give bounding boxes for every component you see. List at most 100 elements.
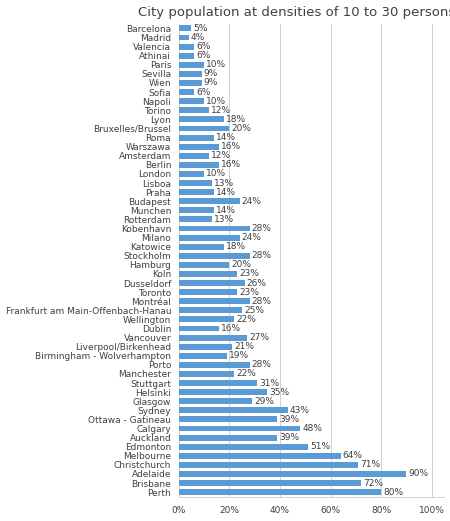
Bar — [179, 180, 212, 186]
Text: 64%: 64% — [343, 451, 363, 461]
Bar — [179, 216, 212, 222]
Bar — [179, 162, 219, 168]
Text: 22%: 22% — [237, 369, 256, 378]
Bar — [179, 298, 250, 304]
Bar — [179, 262, 230, 268]
Text: 43%: 43% — [290, 406, 310, 415]
Bar — [179, 280, 245, 286]
Text: 29%: 29% — [254, 397, 274, 406]
Text: 24%: 24% — [242, 197, 261, 206]
Bar — [179, 226, 250, 231]
Text: 21%: 21% — [234, 342, 254, 351]
Text: 71%: 71% — [360, 461, 381, 469]
Bar — [179, 362, 250, 368]
Text: 12%: 12% — [211, 151, 231, 160]
Text: 14%: 14% — [216, 206, 236, 215]
Bar — [179, 416, 278, 423]
Text: 28%: 28% — [252, 251, 272, 260]
Text: 4%: 4% — [191, 33, 205, 42]
Bar — [179, 189, 214, 195]
Bar — [179, 398, 252, 404]
Text: 20%: 20% — [231, 260, 252, 269]
Text: 16%: 16% — [221, 324, 242, 333]
Bar — [179, 389, 267, 395]
Text: 51%: 51% — [310, 442, 330, 451]
Bar — [179, 44, 194, 49]
Text: 16%: 16% — [221, 160, 242, 169]
Text: 80%: 80% — [383, 488, 403, 497]
Bar — [179, 244, 225, 250]
Text: 22%: 22% — [237, 315, 256, 324]
Bar — [179, 34, 189, 41]
Bar — [179, 126, 230, 131]
Text: 5%: 5% — [194, 24, 208, 33]
Bar — [179, 480, 361, 486]
Bar — [179, 344, 232, 350]
Text: 10%: 10% — [206, 60, 226, 69]
Bar — [179, 453, 341, 459]
Text: 72%: 72% — [363, 479, 383, 488]
Bar — [179, 144, 219, 150]
Bar — [179, 316, 234, 322]
Text: 6%: 6% — [196, 88, 211, 96]
Title: City population at densities of 10 to 30 persons / ha: City population at densities of 10 to 30… — [138, 6, 450, 19]
Text: 23%: 23% — [239, 288, 259, 296]
Bar — [179, 199, 239, 204]
Bar — [179, 89, 194, 95]
Text: 18%: 18% — [226, 115, 247, 124]
Bar — [179, 53, 194, 59]
Bar — [179, 380, 257, 386]
Bar — [179, 116, 225, 122]
Bar — [179, 107, 209, 113]
Text: 28%: 28% — [252, 297, 272, 306]
Text: 12%: 12% — [211, 106, 231, 115]
Text: 23%: 23% — [239, 269, 259, 278]
Text: 28%: 28% — [252, 361, 272, 369]
Bar — [179, 371, 234, 377]
Text: 14%: 14% — [216, 133, 236, 142]
Text: 9%: 9% — [203, 79, 218, 88]
Bar — [179, 207, 214, 213]
Text: 31%: 31% — [259, 379, 279, 388]
Text: 10%: 10% — [206, 169, 226, 178]
Text: 6%: 6% — [196, 51, 211, 60]
Bar — [179, 471, 406, 477]
Bar — [179, 171, 204, 177]
Text: 28%: 28% — [252, 224, 272, 233]
Bar — [179, 326, 219, 331]
Bar — [179, 153, 209, 159]
Bar — [179, 426, 300, 431]
Text: 39%: 39% — [279, 433, 300, 442]
Bar — [179, 271, 237, 277]
Bar — [179, 444, 308, 450]
Text: 20%: 20% — [231, 124, 252, 133]
Bar — [179, 26, 191, 31]
Text: 48%: 48% — [302, 424, 322, 433]
Bar — [179, 71, 202, 77]
Bar — [179, 62, 204, 68]
Text: 13%: 13% — [214, 215, 234, 224]
Text: 24%: 24% — [242, 233, 261, 242]
Text: 39%: 39% — [279, 415, 300, 424]
Text: 90%: 90% — [409, 469, 429, 478]
Bar — [179, 80, 202, 86]
Bar — [179, 234, 239, 241]
Text: 18%: 18% — [226, 242, 247, 251]
Bar — [179, 289, 237, 295]
Bar — [179, 98, 204, 104]
Text: 27%: 27% — [249, 333, 269, 342]
Text: 16%: 16% — [221, 142, 242, 151]
Text: 6%: 6% — [196, 42, 211, 51]
Text: 35%: 35% — [270, 388, 289, 396]
Bar — [179, 353, 227, 359]
Text: 25%: 25% — [244, 306, 264, 315]
Bar — [179, 407, 288, 413]
Text: 19%: 19% — [229, 351, 249, 361]
Text: 14%: 14% — [216, 188, 236, 196]
Text: 10%: 10% — [206, 97, 226, 106]
Text: 26%: 26% — [247, 279, 266, 288]
Text: 9%: 9% — [203, 69, 218, 78]
Bar — [179, 489, 381, 495]
Text: 13%: 13% — [214, 179, 234, 188]
Bar — [179, 307, 242, 313]
